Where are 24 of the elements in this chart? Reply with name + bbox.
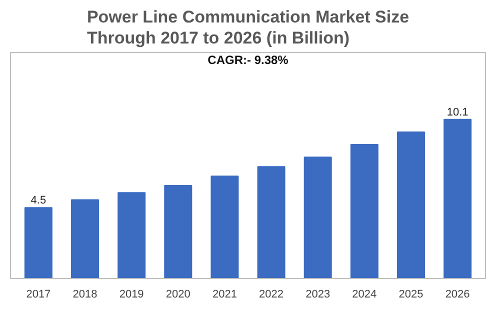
bar bbox=[71, 199, 100, 278]
bar bbox=[444, 118, 472, 278]
bar bbox=[257, 166, 286, 278]
bar bbox=[396, 131, 425, 278]
bar bbox=[304, 156, 332, 278]
x-tick-label: 2024 bbox=[352, 288, 377, 300]
x-tick-label: 2026 bbox=[445, 288, 470, 300]
data-label: 10.1 bbox=[446, 106, 468, 118]
text: CAGR:- 9.38% bbox=[208, 52, 289, 67]
bar bbox=[210, 176, 239, 278]
x-tick-label: 2019 bbox=[119, 288, 144, 300]
bar bbox=[164, 185, 192, 278]
x-tick-label: 2023 bbox=[306, 288, 330, 300]
x-tick-label: 2022 bbox=[259, 288, 284, 300]
bar bbox=[24, 207, 52, 278]
chart-title: Power Line Communication Market Size Through 2017 to 2026 (in Billion) bbox=[86, 8, 410, 48]
bar bbox=[118, 192, 146, 278]
data-label: 4.5 bbox=[30, 194, 46, 207]
x-tick-label: 2021 bbox=[212, 288, 237, 300]
x-tick-label: 2017 bbox=[26, 288, 51, 300]
x-tick-label: 2018 bbox=[72, 288, 98, 300]
x-tick-label: 2025 bbox=[398, 288, 424, 300]
x-tick-label: 2020 bbox=[166, 288, 190, 300]
bar bbox=[350, 144, 378, 278]
